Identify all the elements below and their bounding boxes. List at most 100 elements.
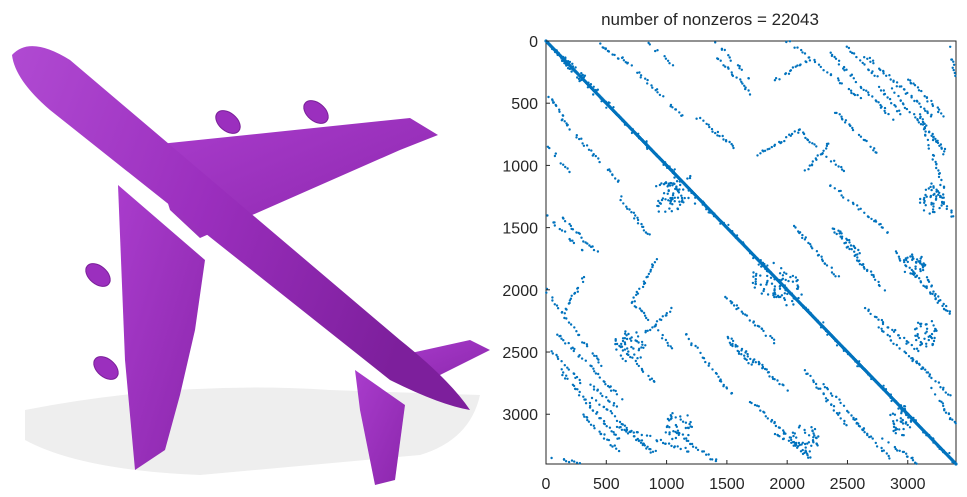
- nonzero-marker: [599, 97, 602, 100]
- nonzero-marker: [674, 187, 677, 191]
- nonzero-marker: [889, 339, 893, 342]
- nonzero-marker: [587, 81, 590, 84]
- nonzero-marker: [709, 211, 712, 214]
- nonzero-marker: [919, 340, 922, 344]
- nonzero-marker: [798, 443, 801, 447]
- nonzero-marker: [913, 99, 916, 103]
- nonzero-marker: [720, 48, 724, 51]
- nonzero-marker: [919, 268, 922, 271]
- nonzero-marker: [642, 225, 645, 229]
- nonzero-marker: [847, 352, 851, 355]
- nonzero-marker: [814, 157, 817, 160]
- nonzero-marker: [952, 215, 955, 218]
- nonzero-marker: [928, 375, 931, 378]
- nonzero-marker: [738, 64, 741, 68]
- nonzero-marker: [884, 111, 887, 115]
- nonzero-marker: [926, 111, 929, 115]
- nonzero-marker: [656, 49, 659, 52]
- nonzero-marker: [646, 78, 649, 82]
- nonzero-marker: [555, 304, 559, 307]
- nonzero-marker: [883, 109, 886, 113]
- nonzero-marker: [895, 81, 899, 84]
- nonzero-marker: [641, 285, 645, 289]
- nonzero-marker: [671, 64, 675, 67]
- nonzero-marker: [661, 333, 664, 337]
- nonzero-marker: [730, 337, 733, 340]
- nonzero-marker: [812, 432, 815, 435]
- nonzero-marker: [719, 380, 723, 383]
- nonzero-marker: [636, 357, 639, 360]
- nonzero-marker: [915, 347, 919, 350]
- nonzero-marker: [609, 170, 612, 173]
- nonzero-marker: [774, 293, 777, 296]
- nonzero-marker: [623, 123, 626, 126]
- nonzero-marker: [569, 323, 573, 326]
- nonzero-marker: [909, 272, 912, 275]
- nonzero-marker: [711, 458, 714, 461]
- nonzero-marker: [796, 46, 799, 49]
- nonzero-marker: [669, 196, 672, 200]
- nonzero-marker: [664, 57, 668, 60]
- nonzero-marker: [892, 429, 895, 433]
- nonzero-marker: [797, 441, 801, 445]
- nonzero-marker: [938, 144, 941, 147]
- nonzero-marker: [938, 191, 941, 194]
- nonzero-marker: [668, 433, 671, 436]
- nonzero-marker: [645, 140, 648, 143]
- nonzero-marker: [595, 354, 598, 358]
- nonzero-marker: [711, 130, 714, 133]
- nonzero-marker: [795, 287, 799, 290]
- nonzero-marker: [932, 339, 936, 343]
- nonzero-marker: [933, 393, 937, 396]
- y-tick-label: 2500: [502, 345, 538, 362]
- nonzero-marker: [945, 304, 948, 308]
- nonzero-marker: [848, 241, 851, 244]
- nonzero-marker: [641, 370, 645, 373]
- nonzero-marker: [635, 340, 639, 343]
- nonzero-marker: [556, 355, 559, 359]
- nonzero-marker: [905, 413, 908, 417]
- nonzero-marker: [668, 184, 672, 187]
- nonzero-marker: [835, 232, 838, 236]
- nonzero-marker: [687, 439, 690, 443]
- nonzero-marker: [815, 442, 818, 445]
- nonzero-marker: [936, 141, 940, 145]
- nonzero-marker: [912, 273, 916, 276]
- nonzero-marker: [806, 454, 809, 457]
- nonzero-marker: [852, 77, 855, 80]
- nonzero-marker: [870, 217, 873, 221]
- nonzero-marker: [639, 76, 642, 79]
- nonzero-marker: [898, 405, 901, 408]
- nonzero-marker: [636, 222, 640, 225]
- airplane-engines: [85, 100, 329, 380]
- nonzero-marker: [573, 460, 576, 463]
- nonzero-marker: [746, 352, 749, 356]
- nonzero-marker: [796, 446, 799, 449]
- nonzero-marker: [919, 105, 922, 109]
- nonzero-marker: [837, 59, 841, 62]
- nonzero-marker: [813, 60, 817, 64]
- nonzero-marker: [760, 327, 764, 331]
- nonzero-marker: [571, 65, 575, 68]
- nonzero-marker: [806, 442, 809, 445]
- nonzero-marker: [907, 355, 911, 358]
- nonzero-marker: [754, 277, 757, 281]
- nonzero-marker: [622, 59, 626, 62]
- nonzero-marker: [670, 306, 673, 310]
- nonzero-marker: [633, 217, 636, 220]
- nonzero-marker: [666, 192, 669, 195]
- nonzero-marker: [769, 276, 773, 279]
- nonzero-marker: [926, 371, 930, 374]
- nonzero-marker: [762, 329, 765, 333]
- nonzero-marker: [922, 209, 926, 212]
- nonzero-marker: [882, 70, 885, 73]
- nonzero-marker: [858, 425, 862, 428]
- nonzero-marker: [932, 437, 935, 441]
- nonzero-marker: [947, 393, 950, 396]
- nonzero-marker: [673, 445, 676, 448]
- nonzero-marker: [918, 201, 922, 204]
- nonzero-marker: [593, 370, 596, 373]
- nonzero-marker: [826, 388, 829, 391]
- nonzero-marker: [774, 77, 778, 80]
- nonzero-marker: [831, 394, 834, 397]
